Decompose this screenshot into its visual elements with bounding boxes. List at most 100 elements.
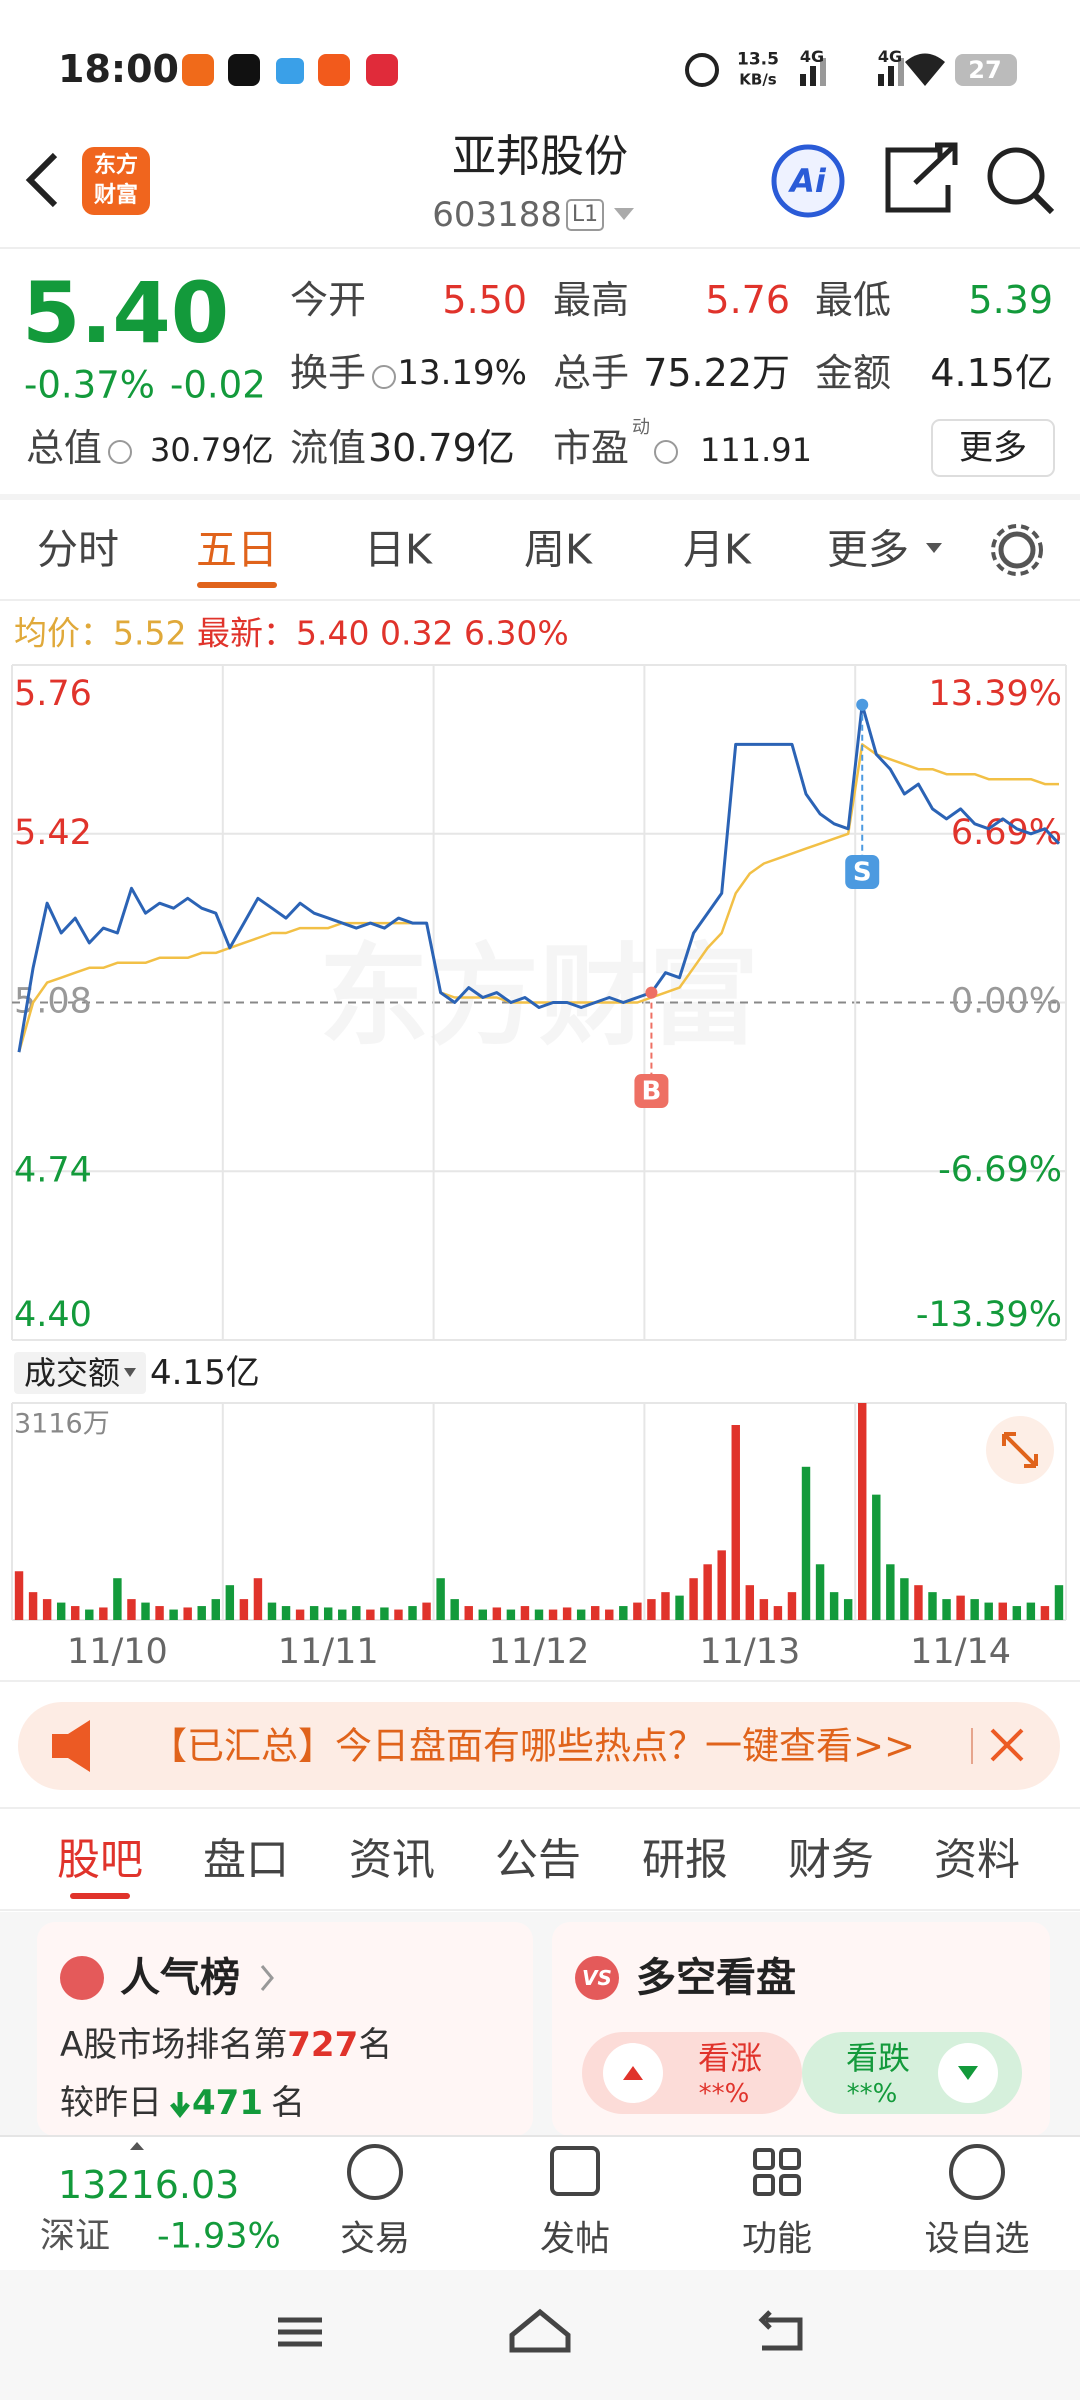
ai-button[interactable]: [771, 144, 845, 218]
signal-icon: [810, 66, 816, 86]
info-tab[interactable]: 资料: [934, 1835, 1020, 1886]
info-icon[interactable]: [654, 440, 678, 464]
chart-tab[interactable]: 更多: [827, 525, 909, 574]
field-label: 最高: [553, 278, 630, 322]
info-tab[interactable]: 研报: [642, 1835, 728, 1886]
volume-label[interactable]: 成交额: [24, 1354, 121, 1392]
banner[interactable]: [18, 1702, 1060, 1790]
signal-icon: [800, 74, 806, 86]
marker-badge: [634, 1074, 669, 1108]
function-icon: [753, 2174, 775, 2196]
info-tab[interactable]: 资讯: [349, 1835, 435, 1886]
battery-level: 27: [968, 56, 1002, 84]
volume-bar: [1026, 1602, 1036, 1620]
chart-tab[interactable]: 五日: [196, 525, 278, 574]
tab-indicator: [197, 582, 277, 588]
y2-tick-label: 0.00%: [951, 982, 1062, 1022]
bull-value: **%: [698, 2079, 750, 2109]
field-value: 5.39: [968, 278, 1053, 322]
volume-bar: [141, 1602, 150, 1620]
alarm-icon: [685, 53, 719, 87]
home-button[interactable]: [509, 2308, 571, 2353]
volume-bar: [815, 1564, 825, 1620]
volume-selector[interactable]: [14, 1352, 146, 1394]
volume-bar: [422, 1602, 431, 1620]
ai-label[interactable]: Ai: [790, 162, 826, 200]
close-icon[interactable]: [990, 1728, 1024, 1762]
change-suffix: 名: [270, 2083, 305, 2123]
change-pct: -0.37%: [24, 363, 155, 407]
volume-bar: [759, 1599, 769, 1620]
volume-bar: [647, 1599, 656, 1620]
volume-bar: [843, 1599, 853, 1620]
battery-icon: [955, 54, 1017, 86]
volume-bar: [281, 1606, 291, 1620]
info-icon[interactable]: [372, 365, 396, 389]
bull-label[interactable]: 看涨: [697, 2039, 763, 2077]
banner-text[interactable]: 【已汇总】今日盘面有哪些热点？一键查看>>: [150, 1724, 916, 1768]
app-icon: [182, 54, 214, 86]
index-value[interactable]: 13216.03: [58, 2163, 240, 2207]
volume-bar: [787, 1592, 797, 1620]
chart-tab[interactable]: 月K: [683, 525, 751, 574]
action-label[interactable]: 功能: [741, 2219, 813, 2260]
app-icon: [366, 54, 398, 86]
price: 5.40: [22, 264, 230, 362]
volume-bar: [970, 1599, 979, 1620]
back-button[interactable]: [758, 2310, 803, 2351]
search-icon[interactable]: [987, 147, 1045, 205]
share-icon[interactable]: [885, 142, 958, 213]
level-badge: [566, 199, 604, 231]
volume-bar: [380, 1607, 389, 1620]
tab-indicator: [70, 1893, 130, 1899]
card[interactable]: [37, 1922, 533, 2136]
chart-tab[interactable]: 分时: [37, 525, 119, 574]
card-title[interactable]: 多空看盘: [636, 1955, 796, 2001]
volume-bar: [366, 1609, 375, 1620]
volume-bar: [155, 1606, 164, 1620]
more-label[interactable]: 更多: [959, 428, 1027, 468]
app-icon: [276, 58, 304, 84]
info-tab[interactable]: 公告: [495, 1835, 581, 1886]
x-tick-label: 11/14: [910, 1632, 1011, 1672]
logo-text: 财富: [93, 183, 139, 208]
info-icon[interactable]: [108, 440, 132, 464]
settings-icon: [991, 524, 1043, 576]
menu-button[interactable]: [278, 2317, 322, 2347]
volume-bar: [858, 1403, 867, 1620]
volume-bar: [492, 1607, 502, 1620]
volume-bar: [99, 1607, 108, 1620]
action-label[interactable]: 设自选: [924, 2219, 1030, 2260]
info-tab[interactable]: 财务: [788, 1835, 874, 1886]
settings-icon[interactable]: [998, 531, 1036, 569]
volume-bar: [661, 1592, 670, 1620]
volume-bar: [605, 1609, 614, 1620]
volume-bar: [450, 1599, 459, 1620]
volume-bar: [745, 1585, 755, 1620]
chevron: [260, 1965, 274, 1991]
signal-icon: [878, 74, 884, 86]
more-button[interactable]: [931, 419, 1055, 477]
level: L1: [571, 202, 599, 227]
card-title[interactable]: 人气榜: [120, 1955, 240, 2001]
price-line: [17, 703, 1061, 1053]
y-tick-label: 5.42: [14, 813, 92, 853]
action-label[interactable]: 交易: [339, 2219, 411, 2260]
bear-label[interactable]: 看跌: [845, 2039, 911, 2077]
marker-dot: [856, 698, 869, 711]
chart-tab[interactable]: 周K: [524, 525, 592, 574]
info-tab[interactable]: 股吧: [57, 1835, 143, 1886]
marker-label: B: [642, 1077, 662, 1107]
back-icon[interactable]: [25, 152, 58, 208]
stock-code: 603188: [432, 195, 562, 235]
volume-bar: [309, 1606, 319, 1620]
field-label: 总手: [553, 351, 630, 395]
chart-tab[interactable]: 日K: [364, 525, 432, 574]
action-label[interactable]: 发帖: [539, 2219, 611, 2260]
volume-bar: [169, 1609, 178, 1620]
expand-icon: [1002, 1432, 1038, 1468]
info-tab[interactable]: 盘口: [203, 1835, 289, 1886]
